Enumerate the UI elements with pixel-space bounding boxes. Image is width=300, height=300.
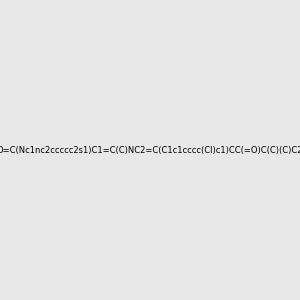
- Text: O=C(Nc1nc2ccccc2s1)C1=C(C)NC2=C(C1c1cccc(Cl)c1)CC(=O)C(C)(C)C2: O=C(Nc1nc2ccccc2s1)C1=C(C)NC2=C(C1c1cccc…: [0, 146, 300, 154]
